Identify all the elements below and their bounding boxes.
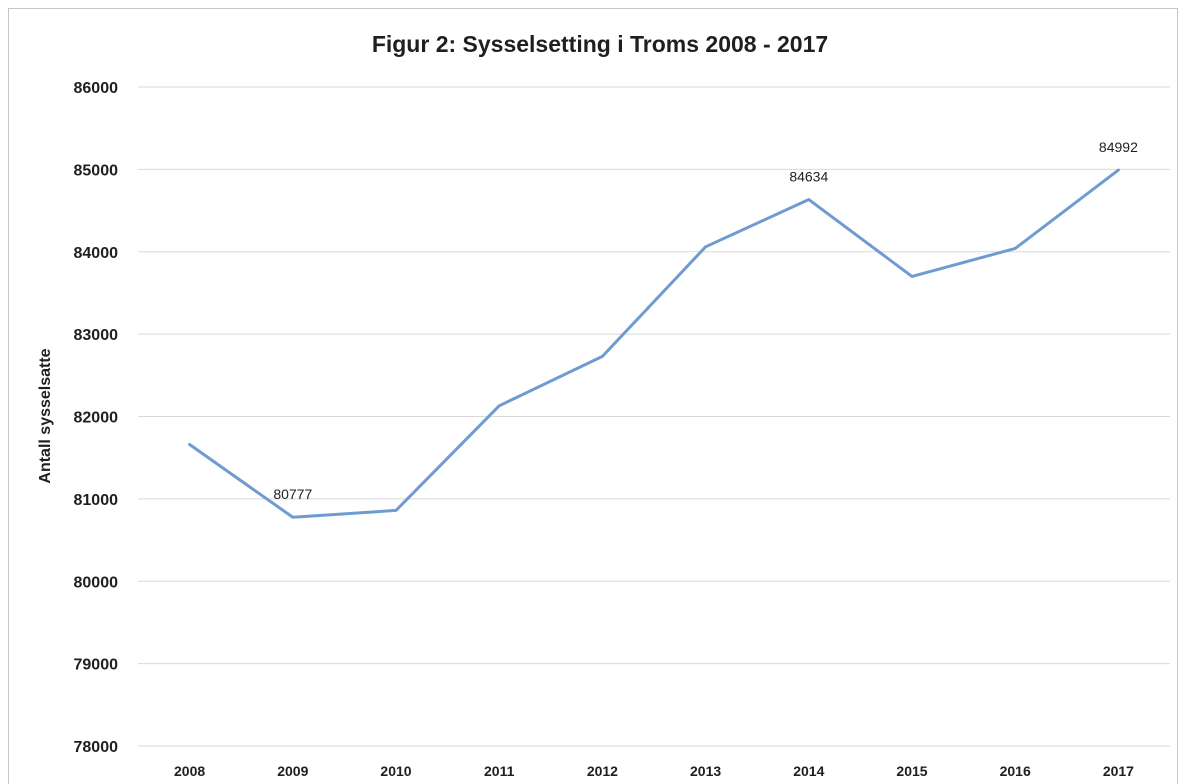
data-point (189, 444, 191, 446)
y-axis-label: Antall sysselsatte (37, 348, 54, 483)
data-label: 84992 (1099, 139, 1138, 155)
chart-title: Figur 2: Sysselsetting i Troms 2008 - 20… (372, 31, 828, 57)
x-tick-label: 2012 (587, 763, 618, 779)
data-point (395, 509, 397, 511)
x-tick-label: 2013 (690, 763, 721, 779)
series-group (188, 168, 1120, 519)
x-axis-ticks: 2008 2009 2010 2011 2012 2013 2014 2015 2016 2017 (174, 763, 1134, 779)
data-point (292, 516, 294, 518)
data-point (601, 355, 603, 357)
x-tick-label: 2016 (1000, 763, 1031, 779)
data-label: 84634 (789, 169, 828, 185)
y-tick-label: 84000 (74, 245, 119, 262)
y-tick-label: 81000 (74, 492, 119, 509)
y-tick-label: 79000 (74, 657, 119, 674)
data-labels: 80777 84634 84992 (273, 139, 1138, 502)
y-tick-label: 86000 (74, 80, 119, 97)
x-tick-label: 2011 (484, 763, 515, 779)
x-tick-label: 2009 (277, 763, 308, 779)
data-point (808, 199, 810, 201)
chart-frame (8, 8, 1178, 784)
series-line (188, 168, 1120, 519)
x-tick-label: 2015 (896, 763, 927, 779)
data-point (1014, 247, 1016, 249)
data-point (911, 275, 913, 277)
data-point (705, 246, 707, 248)
x-tick-label: 2017 (1103, 763, 1134, 779)
y-axis-ticks: 78000 79000 80000 81000 82000 83000 84000 85000… (74, 80, 119, 756)
data-point (1117, 169, 1119, 171)
gridlines (138, 86, 1170, 747)
y-tick-label: 85000 (74, 162, 119, 179)
y-tick-label: 80000 (74, 574, 119, 591)
data-point (498, 405, 500, 407)
x-tick-label: 2010 (380, 763, 411, 779)
x-tick-label: 2008 (174, 763, 205, 779)
x-tick-label: 2014 (793, 763, 824, 779)
data-label: 80777 (273, 486, 312, 502)
y-tick-label: 83000 (74, 327, 119, 344)
y-tick-label: 78000 (74, 739, 119, 756)
y-tick-label: 82000 (74, 410, 119, 427)
